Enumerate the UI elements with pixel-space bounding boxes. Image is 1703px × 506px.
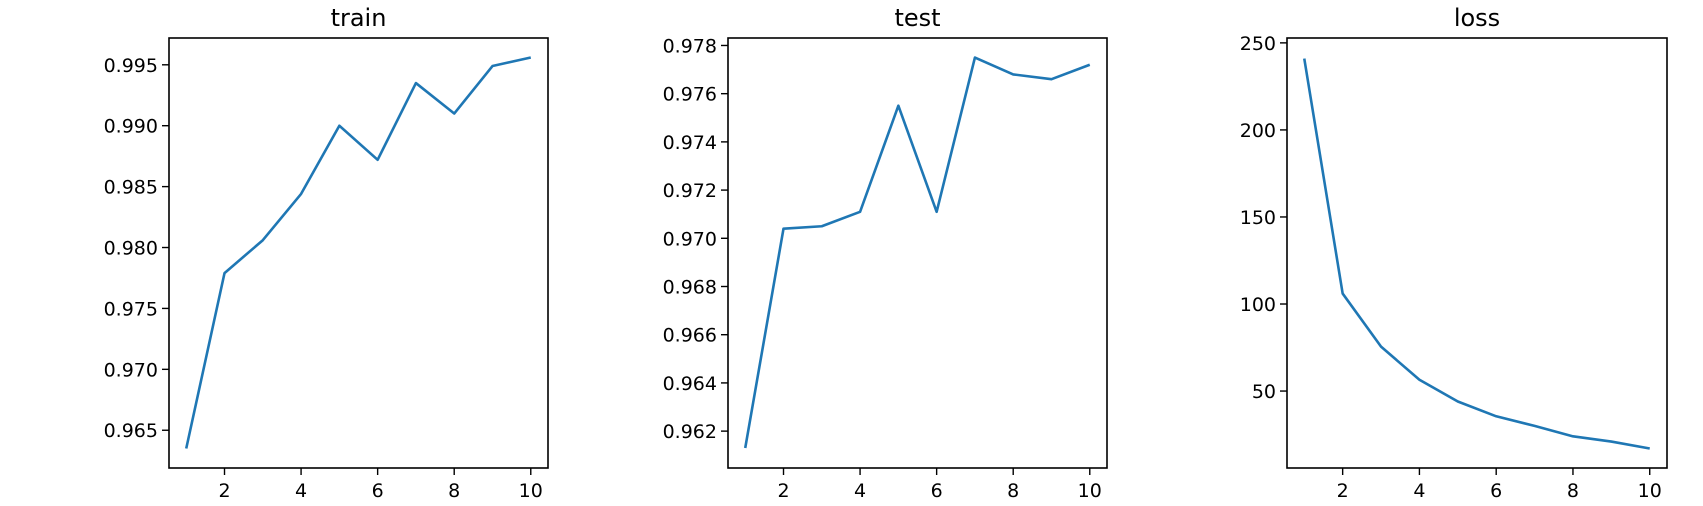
y-tick-label: 0.972 [663, 180, 717, 202]
y-tick-label: 0.978 [663, 35, 717, 57]
y-tick-label: 150 [1240, 207, 1276, 229]
y-tick-label: 0.975 [104, 298, 158, 320]
x-tick-label: 6 [1490, 480, 1502, 502]
y-tick-label: 0.980 [104, 238, 158, 260]
y-tick-label: 0.976 [663, 84, 717, 106]
axes-frame [168, 37, 549, 469]
y-tick-label: 0.985 [104, 177, 158, 199]
y-tick-label: 0.990 [104, 116, 158, 138]
x-tick-label: 6 [372, 480, 384, 502]
chart-panel-test: test 2 4 6 8 10 0.962 0.964 0.966 0.968 0.970 0.97… [663, 4, 1108, 502]
chart-title: train [331, 4, 387, 32]
series-line [1302, 58, 1650, 450]
x-tick-label: 4 [1413, 480, 1425, 502]
x-tick-label: 10 [1638, 480, 1662, 502]
y-tick-label: 250 [1240, 33, 1276, 55]
x-tick-label: 8 [448, 480, 460, 502]
y-tick-label: 50 [1252, 381, 1276, 403]
x-tick-label: 2 [218, 480, 230, 502]
x-tick-label: 10 [519, 480, 543, 502]
x-tick-label: 8 [1007, 480, 1019, 502]
y-tick-label: 0.965 [104, 420, 158, 442]
y-tick-label: 200 [1240, 120, 1276, 142]
chart-title: loss [1454, 4, 1500, 32]
series-line [184, 56, 532, 449]
y-tick-label: 0.974 [663, 132, 717, 154]
series-line [743, 56, 1091, 449]
y-tick-label: 0.970 [104, 359, 158, 381]
x-tick-label: 4 [295, 480, 307, 502]
chart-panel-train: train 2 4 6 8 10 0.965 0.970 0.975 0.980 0.985 0.9… [104, 4, 549, 502]
x-tick-label: 8 [1567, 480, 1579, 502]
y-tick-label: 0.995 [104, 55, 158, 77]
y-tick-label: 0.962 [663, 421, 717, 443]
y-tick-label: 0.968 [663, 277, 717, 299]
chart-title: test [894, 4, 940, 32]
x-tick-label: 2 [1337, 480, 1349, 502]
y-tick-label: 0.966 [663, 325, 717, 347]
y-tick-label: 0.970 [663, 228, 717, 250]
x-tick-label: 4 [854, 480, 866, 502]
y-tick-label: 0.964 [663, 373, 717, 395]
x-tick-label: 2 [777, 480, 789, 502]
x-tick-label: 10 [1078, 480, 1102, 502]
chart-panel-loss: loss 2 4 6 8 10 50 100 150 200 250 [1240, 4, 1668, 502]
axes-frame [1286, 37, 1668, 469]
y-tick-label: 100 [1240, 294, 1276, 316]
axes-frame [727, 37, 1108, 469]
x-tick-label: 6 [931, 480, 943, 502]
